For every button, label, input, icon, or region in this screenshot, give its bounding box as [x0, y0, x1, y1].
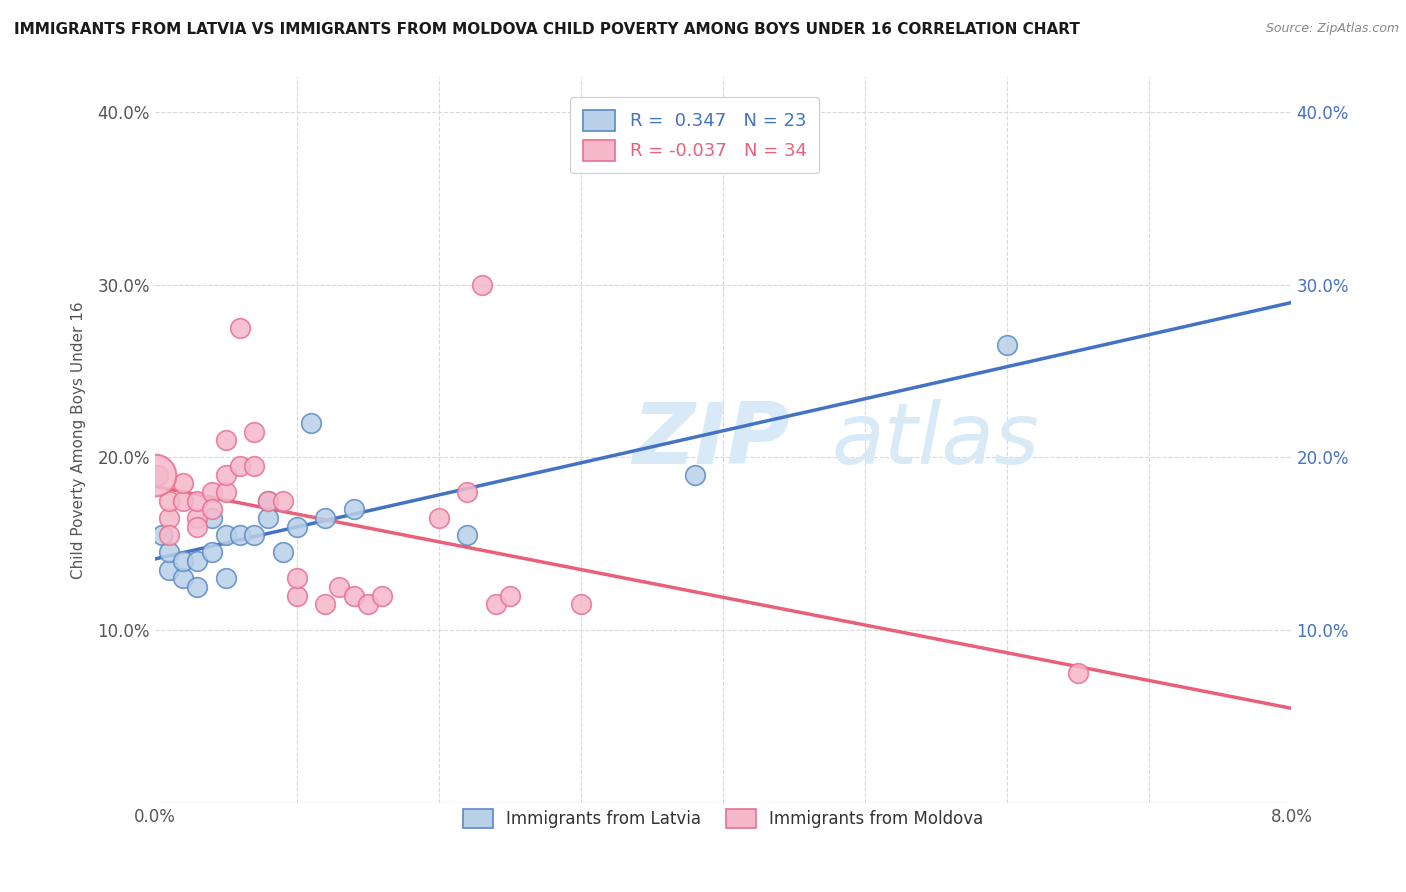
Point — [485, 597, 508, 611]
Point — [215, 571, 238, 585]
Point — [285, 589, 308, 603]
Point — [229, 321, 252, 335]
Point — [271, 545, 294, 559]
Point — [215, 528, 238, 542]
Point — [157, 545, 180, 559]
Point — [257, 511, 280, 525]
Point — [371, 589, 394, 603]
Point — [157, 493, 180, 508]
Text: atlas: atlas — [831, 399, 1039, 482]
Point — [186, 519, 208, 533]
Point — [172, 476, 194, 491]
Point — [314, 597, 336, 611]
Point — [186, 493, 208, 508]
Point — [172, 493, 194, 508]
Point — [299, 416, 322, 430]
Point — [157, 511, 180, 525]
Point — [215, 433, 238, 447]
Point — [157, 563, 180, 577]
Point — [243, 528, 266, 542]
Point — [314, 511, 336, 525]
Point — [243, 425, 266, 439]
Point — [186, 580, 208, 594]
Point — [157, 528, 180, 542]
Point — [200, 485, 222, 500]
Point — [683, 467, 706, 482]
Y-axis label: Child Poverty Among Boys Under 16: Child Poverty Among Boys Under 16 — [72, 301, 86, 579]
Point — [343, 589, 366, 603]
Point — [200, 502, 222, 516]
Point — [285, 519, 308, 533]
Point — [470, 277, 492, 292]
Point — [257, 493, 280, 508]
Point — [229, 528, 252, 542]
Point — [229, 459, 252, 474]
Point — [257, 493, 280, 508]
Legend: Immigrants from Latvia, Immigrants from Moldova: Immigrants from Latvia, Immigrants from … — [456, 802, 990, 835]
Point — [172, 554, 194, 568]
Point — [200, 511, 222, 525]
Point — [569, 597, 592, 611]
Point — [328, 580, 350, 594]
Point — [456, 528, 478, 542]
Point — [215, 467, 238, 482]
Point — [427, 511, 450, 525]
Point — [243, 459, 266, 474]
Point — [499, 589, 522, 603]
Text: IMMIGRANTS FROM LATVIA VS IMMIGRANTS FROM MOLDOVA CHILD POVERTY AMONG BOYS UNDER: IMMIGRANTS FROM LATVIA VS IMMIGRANTS FRO… — [14, 22, 1080, 37]
Text: Source: ZipAtlas.com: Source: ZipAtlas.com — [1265, 22, 1399, 36]
Point — [200, 545, 222, 559]
Point — [215, 485, 238, 500]
Point — [186, 554, 208, 568]
Point — [143, 467, 166, 482]
Point — [1067, 666, 1090, 681]
Text: ZIP: ZIP — [633, 399, 790, 482]
Point — [271, 493, 294, 508]
Point — [995, 338, 1018, 352]
Point — [456, 485, 478, 500]
Point — [186, 511, 208, 525]
Point — [343, 502, 366, 516]
Point — [357, 597, 380, 611]
Point — [285, 571, 308, 585]
Point — [172, 571, 194, 585]
Point — [146, 467, 169, 482]
Point — [150, 528, 173, 542]
